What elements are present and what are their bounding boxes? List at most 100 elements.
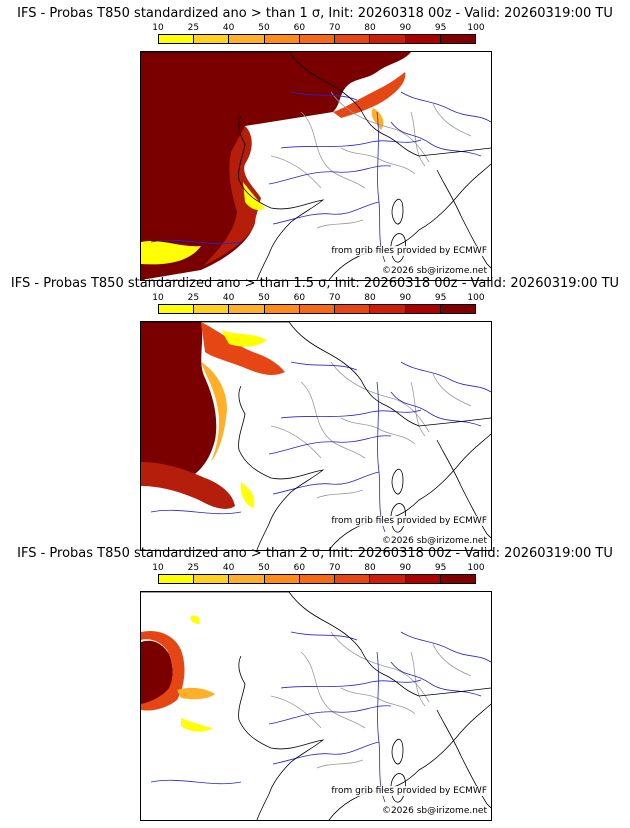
colorbar-tick-label: 90	[399, 23, 412, 33]
river-line	[290, 631, 358, 641]
probability-field-mid	[201, 322, 285, 375]
colorbar-segment	[194, 35, 230, 43]
colorbar-tick-label: 100	[467, 23, 485, 33]
panel-title: IFS - Probas T850 standardized ano > tha…	[10, 276, 620, 291]
probability-map: from grib files provided by ECMWF ©2026 …	[140, 321, 492, 551]
probability-field-mid	[141, 630, 185, 711]
probability-field-min	[141, 241, 201, 265]
probability-field-min	[221, 330, 267, 347]
forecast-panel-2: IFS - Probas T850 standardized ano > tha…	[0, 276, 630, 552]
admin-border-line	[316, 759, 364, 769]
river-line	[400, 91, 491, 123]
river-line	[272, 471, 380, 495]
probability-colorbar	[158, 574, 476, 584]
probability-field-mid	[333, 72, 406, 118]
river-line	[290, 91, 358, 101]
probability-field-max	[141, 52, 411, 280]
colorbar-segment	[370, 575, 406, 583]
corsica-outline	[391, 738, 404, 765]
river-line	[268, 705, 392, 725]
colorbar-tick-label: 70	[328, 23, 341, 33]
admin-border-line	[330, 361, 430, 433]
admin-border-line	[432, 373, 472, 407]
colorbar-tick-label: 95	[434, 23, 447, 33]
coastline-north	[141, 52, 491, 157]
colorbar-segment	[159, 305, 195, 313]
colorbar-tick-label: 40	[222, 563, 235, 573]
copyright-credit: ©2026 sb@irizome.net	[381, 806, 487, 816]
admin-border-line	[300, 111, 366, 189]
map-canvas	[141, 592, 491, 820]
sardinia-outline	[390, 773, 406, 803]
colorbar-segment	[159, 35, 195, 43]
colorbar-tick-label: 10	[152, 293, 164, 303]
admin-border-line	[300, 651, 366, 729]
coastline-north	[141, 322, 491, 427]
colorbar-tick-label: 25	[187, 23, 200, 33]
panel-title: IFS - Probas T850 standardized ano > tha…	[17, 6, 613, 21]
colorbar-tick-label: 80	[364, 293, 376, 303]
coastline-west	[238, 655, 325, 820]
probability-map: from grib files provided by ECMWF ©2026 …	[140, 51, 492, 281]
probability-field-max	[141, 640, 173, 705]
source-credit: from grib files provided by ECMWF	[331, 246, 487, 256]
colorbar-tick-labels: 10 25 40 50 60 70 80 90 95 100	[152, 563, 484, 574]
colorbar-segment	[405, 575, 441, 583]
river-line	[268, 165, 392, 185]
colorbar-segment	[370, 305, 406, 313]
colorbar-segment	[229, 305, 265, 313]
colorbar-tick-label: 50	[258, 23, 270, 33]
colorbar-tick-label: 70	[328, 563, 341, 573]
probability-field-low	[201, 362, 227, 462]
forecast-panel-1: IFS - Probas T850 standardized ano > tha…	[0, 6, 630, 282]
colorbar-tick-label: 100	[467, 563, 485, 573]
probability-field-min	[190, 615, 200, 624]
colorbar-segment	[405, 35, 441, 43]
river-line	[150, 779, 242, 785]
river-line	[280, 139, 422, 149]
river-line	[150, 509, 242, 515]
admin-border-line	[270, 155, 322, 189]
colorbar-tick-label: 25	[187, 293, 200, 303]
corsica-outline	[391, 198, 404, 225]
river-line	[268, 435, 392, 455]
admin-border-line	[270, 695, 322, 729]
colorbar-segment	[370, 35, 406, 43]
colorbar-tick-label: 25	[187, 563, 200, 573]
coastline-west	[238, 385, 325, 550]
coastline-west	[238, 115, 325, 280]
river-line	[290, 361, 358, 371]
river-line	[280, 679, 422, 689]
probability-field-min	[181, 718, 213, 732]
sardinia-outline	[390, 233, 406, 263]
copyright-credit: ©2026 sb@irizome.net	[381, 536, 487, 546]
colorbar-tick-label: 95	[434, 563, 447, 573]
probability-map: from grib files provided by ECMWF ©2026 …	[140, 591, 492, 821]
admin-border-line	[330, 91, 430, 163]
river-line	[390, 121, 482, 157]
river-line	[272, 741, 380, 765]
colorbar-tick-label: 40	[222, 293, 235, 303]
colorbar-tick-label: 10	[152, 23, 164, 33]
colorbar-segment	[159, 575, 195, 583]
colorbar-segment	[264, 35, 300, 43]
river-line	[376, 651, 386, 803]
colorbar-segment	[440, 305, 475, 313]
river-line	[390, 391, 482, 427]
admin-border-line	[316, 219, 364, 229]
colorbar-segment	[299, 35, 336, 43]
admin-border-line	[300, 381, 366, 459]
river-line	[400, 631, 491, 663]
source-credit: from grib files provided by ECMWF	[331, 786, 487, 796]
admin-border-line	[432, 103, 472, 137]
probability-field-max	[141, 322, 217, 480]
probability-colorbar	[158, 304, 476, 314]
colorbar-segment	[405, 305, 441, 313]
corsica-outline	[391, 468, 404, 495]
admin-border-line	[270, 425, 322, 459]
colorbar-tick-labels: 10 25 40 50 60 70 80 90 95 100	[152, 23, 484, 34]
colorbar-segment	[194, 305, 230, 313]
colorbar-segment	[264, 575, 300, 583]
colorbar-segment	[194, 575, 230, 583]
probability-field-min	[243, 182, 265, 210]
